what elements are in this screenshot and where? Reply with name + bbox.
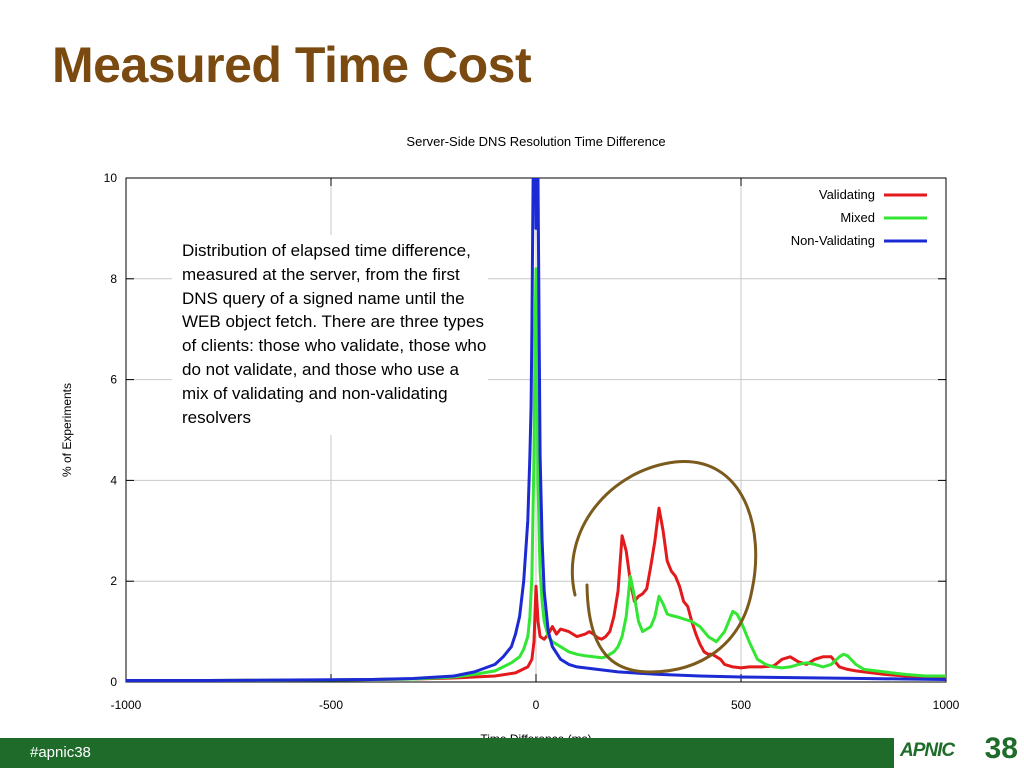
x-tick-label: 0 — [533, 698, 540, 712]
y-tick-label: 8 — [110, 272, 117, 286]
y-tick-label: 4 — [110, 473, 117, 487]
annotation-text: Distribution of elapsed time difference,… — [172, 235, 488, 436]
legend-label-mixed: Mixed — [840, 210, 875, 225]
series-line-mixed — [126, 267, 946, 682]
y-tick-label: 0 — [110, 675, 117, 689]
y-tick-label: 6 — [110, 373, 117, 387]
legend-label-non-validating: Non-Validating — [791, 233, 875, 248]
footer-bar — [0, 738, 1024, 768]
legend: Validating Mixed Non-Validating — [791, 187, 927, 248]
highlight-loop — [570, 460, 758, 674]
legend-label-validating: Validating — [819, 187, 875, 202]
logo-text: APNIC — [900, 740, 955, 761]
x-tick-label: 1000 — [933, 698, 960, 712]
series-line-validating — [126, 506, 946, 682]
footer-hashtag: #apnic38 — [30, 744, 91, 761]
logo-number: 38 — [984, 732, 1018, 765]
chart-title: Server-Side DNS Resolution Time Differen… — [406, 134, 665, 149]
apnic-logo: APNIC 38 — [894, 728, 1024, 768]
x-tick-label: -1000 — [111, 698, 142, 712]
series-line-non-validating — [126, 178, 946, 682]
y-axis-label: % of Experiments — [60, 383, 74, 477]
x-tick-label: -500 — [319, 698, 343, 712]
y-tick-label: 10 — [104, 171, 118, 185]
page-title: Measured Time Cost — [52, 37, 532, 93]
y-tick-label: 2 — [110, 574, 117, 588]
highlight-circle — [570, 460, 758, 674]
series-layer — [126, 178, 946, 682]
x-tick-label: 500 — [731, 698, 751, 712]
axis-ticks: -1000 -500 0 500 1000 0 2 4 6 8 10 — [104, 171, 960, 712]
